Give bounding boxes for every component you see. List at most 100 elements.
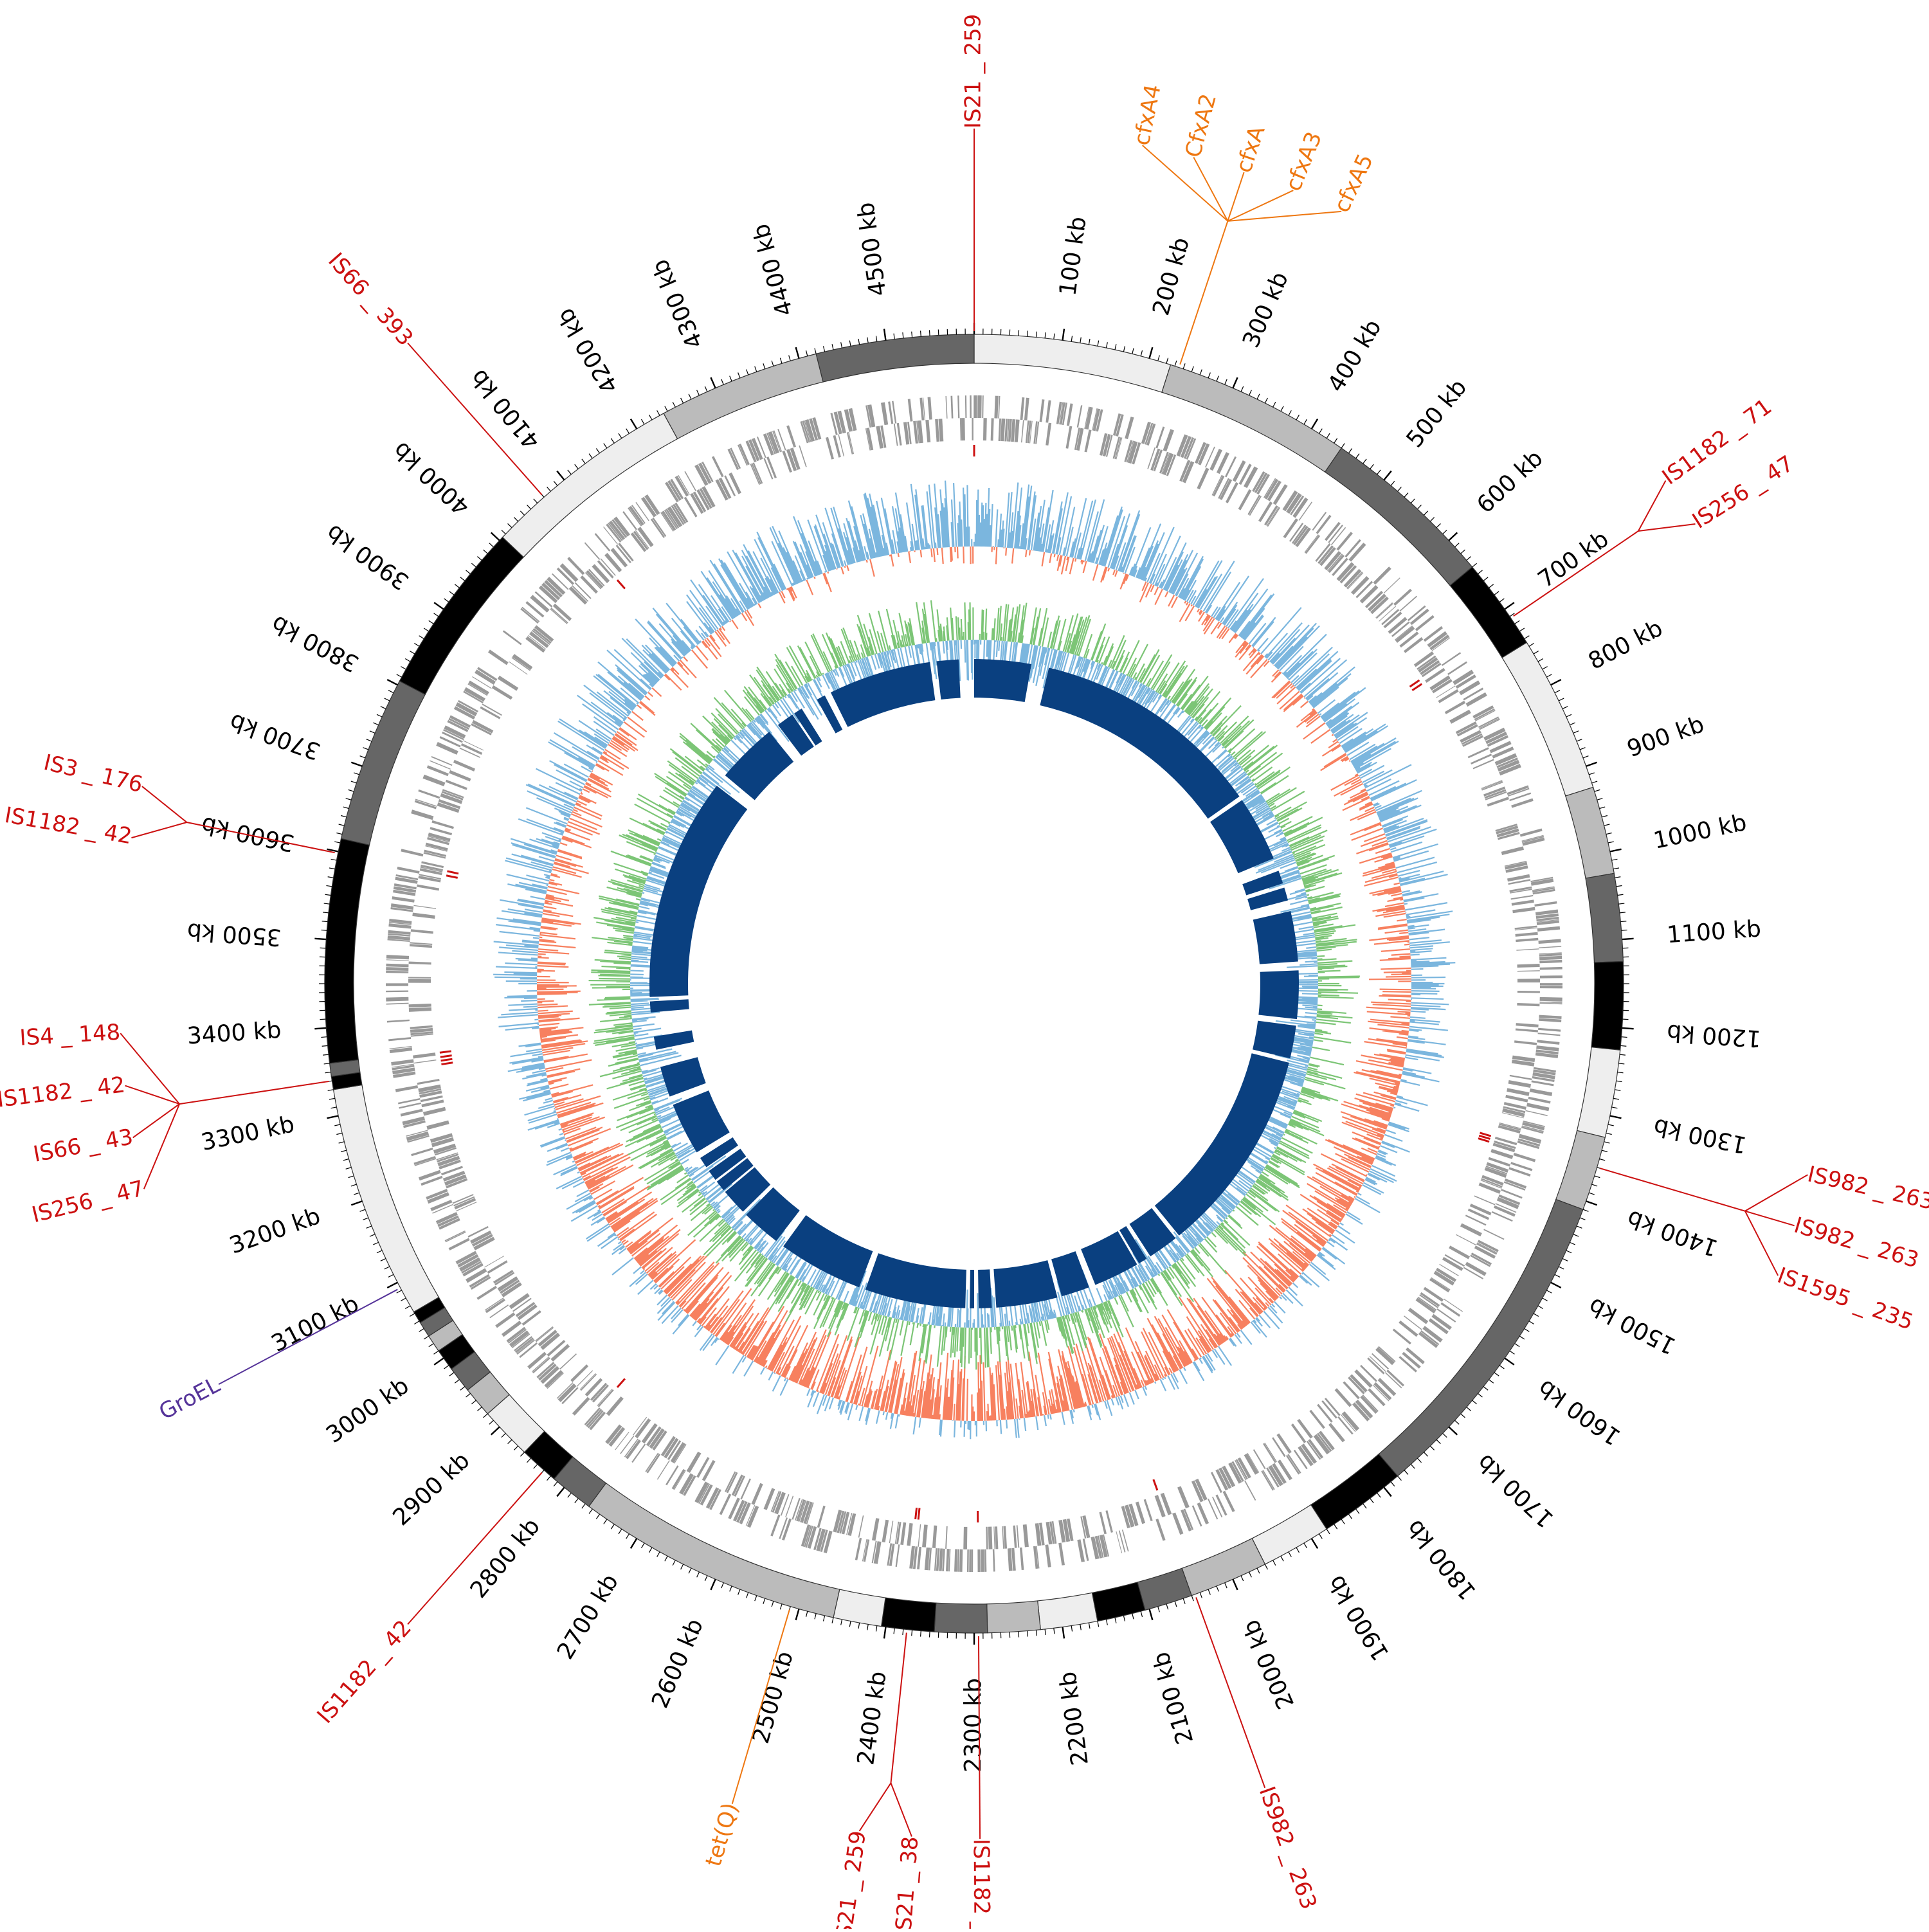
minor-tick: [626, 1534, 629, 1539]
minor-tick: [1525, 636, 1530, 639]
minor-tick: [763, 363, 765, 369]
minor-tick: [1273, 402, 1276, 407]
minor-tick: [1391, 1482, 1395, 1486]
kb-tick-label: 800 kb: [1584, 615, 1667, 675]
minor-tick: [1573, 1234, 1579, 1236]
minor-tick: [520, 1452, 524, 1456]
minor-tick: [1499, 599, 1504, 602]
minor-tick: [1377, 470, 1381, 474]
minor-tick: [1363, 459, 1366, 464]
minor-tick: [1356, 454, 1359, 458]
minor-tick: [1200, 370, 1202, 375]
kb-tick-label: 3600 kb: [199, 811, 296, 856]
contig-segment: [1252, 1505, 1327, 1565]
minor-tick: [370, 1234, 375, 1236]
minor-tick: [449, 1373, 454, 1376]
minor-tick: [1132, 1614, 1134, 1620]
minor-tick: [1555, 1274, 1560, 1277]
minor-tick: [665, 406, 667, 411]
minor-tick: [1566, 714, 1571, 717]
minor-tick: [1132, 348, 1134, 354]
is-element-label: IS982 _ 263: [1254, 1783, 1322, 1913]
minor-tick: [611, 1524, 614, 1529]
minor-tick: [434, 1351, 439, 1354]
annotation-leader: [142, 786, 187, 822]
minor-tick: [626, 429, 629, 434]
minor-tick: [1602, 1150, 1608, 1151]
kb-tick-label: 3900 kb: [322, 519, 414, 595]
annotation-leader: [1600, 1168, 1745, 1211]
major-tick: [1586, 1201, 1597, 1205]
minor-tick: [326, 885, 332, 886]
major-tick: [711, 1579, 715, 1590]
minor-tick: [1370, 1499, 1373, 1503]
kb-tick-label: 4000 kb: [388, 437, 475, 520]
minor-tick: [1036, 332, 1037, 338]
annotation-leader: [1745, 1211, 1795, 1226]
kb-tick-label: 1200 kb: [1666, 1019, 1762, 1052]
minor-tick: [1334, 1524, 1337, 1529]
minor-tick: [1592, 1184, 1598, 1186]
gc-content-low: [630, 640, 1318, 1328]
minor-tick: [1467, 1407, 1471, 1411]
is-element-mark: [918, 1508, 919, 1520]
annotation-leader: [980, 1787, 981, 1839]
minor-tick: [1115, 1618, 1116, 1623]
minor-tick: [1608, 842, 1614, 843]
minor-tick: [339, 1142, 345, 1143]
resistance-gene-label: cfxA5: [1329, 150, 1379, 217]
minor-tick: [1071, 336, 1072, 341]
minor-tick: [331, 859, 337, 860]
minor-tick: [867, 338, 868, 343]
minor-tick: [419, 636, 424, 639]
contig-segment: [1092, 1582, 1145, 1621]
is-element-label: IS982 _ 263: [1791, 1213, 1921, 1274]
minor-tick: [322, 921, 328, 922]
minor-tick: [328, 877, 334, 878]
minor-tick: [1404, 1470, 1408, 1475]
minor-tick: [1106, 1620, 1107, 1625]
major-tick: [491, 1427, 500, 1434]
minor-tick: [397, 674, 402, 677]
minor-tick: [1472, 1400, 1477, 1404]
minor-tick: [772, 361, 774, 366]
minor-tick: [1583, 1209, 1588, 1211]
kb-tick-label: 2000 kb: [1238, 1616, 1300, 1713]
minor-tick: [520, 511, 524, 515]
minor-tick: [705, 1576, 707, 1581]
minor-tick: [681, 398, 684, 403]
major-tick: [351, 1201, 362, 1205]
minor-tick: [349, 790, 354, 791]
minor-tick: [455, 1380, 459, 1383]
minor-tick: [841, 1620, 842, 1625]
major-tick: [387, 680, 397, 685]
kb-tick-label: 1000 kb: [1651, 809, 1749, 854]
minor-tick: [514, 518, 518, 521]
minor-tick: [351, 1184, 357, 1186]
minor-tick: [1467, 557, 1471, 561]
major-tick: [1149, 1609, 1152, 1620]
minor-tick: [673, 402, 675, 407]
minor-tick: [780, 358, 782, 364]
minor-tick: [334, 842, 340, 843]
major-tick: [1551, 1283, 1561, 1288]
major-tick: [1312, 419, 1318, 429]
kb-tick-label: 4400 kb: [748, 221, 799, 319]
minor-tick: [554, 1482, 557, 1486]
contig-segment: [1311, 1454, 1398, 1530]
minor-tick: [341, 816, 347, 817]
minor-tick: [929, 330, 930, 336]
minor-tick: [477, 557, 482, 561]
minor-tick: [1519, 628, 1525, 631]
minor-tick: [1580, 748, 1585, 750]
minor-tick: [1296, 1548, 1299, 1553]
minor-tick: [1566, 1250, 1571, 1253]
minor-tick: [582, 1504, 585, 1508]
contig-segment: [1577, 1047, 1620, 1137]
minor-tick: [324, 1063, 330, 1064]
minor-tick: [1612, 1107, 1618, 1108]
minor-tick: [1559, 698, 1564, 701]
minor-tick: [596, 1514, 599, 1519]
